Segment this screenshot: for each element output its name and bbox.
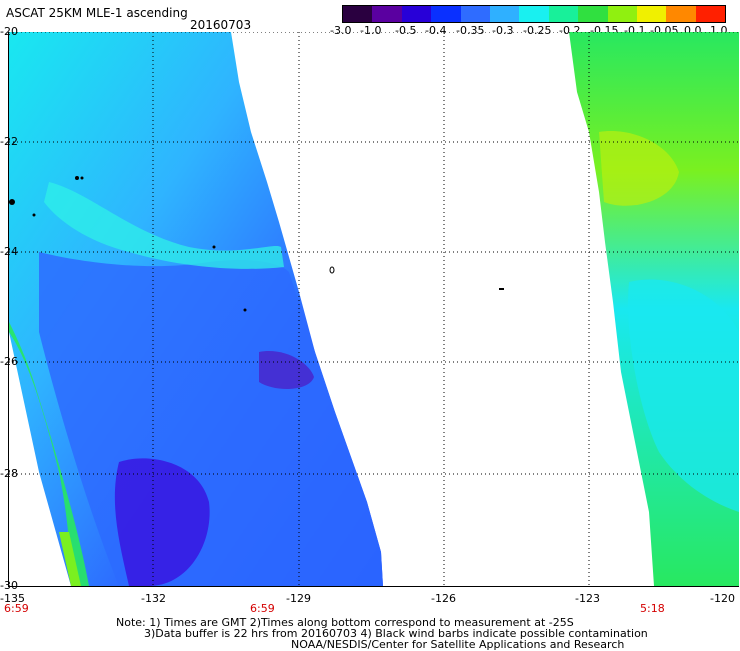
colorbar-label: -0.25 xyxy=(523,24,552,37)
swath-left-lime-edge xyxy=(59,532,81,586)
map-canvas xyxy=(9,32,739,586)
swath-right-lime-patch xyxy=(599,131,679,206)
colorbar xyxy=(342,5,726,23)
contamination-marks xyxy=(9,176,504,312)
colorbar-label: -3.0 xyxy=(330,24,352,37)
swath-left-purple-patch xyxy=(259,351,314,389)
lat-label: -26 xyxy=(0,355,18,368)
colorbar-swatch xyxy=(401,6,432,22)
time-label: 6:59 xyxy=(4,602,29,615)
lat-label: -28 xyxy=(0,467,18,480)
colorbar-swatch xyxy=(636,6,667,22)
note-line-3: NOAA/NESDIS/Center for Satellite Applica… xyxy=(291,638,625,651)
product-date: 20160703 xyxy=(190,18,252,32)
wind-map xyxy=(8,32,739,587)
colorbar-label: -0.3 xyxy=(492,24,514,37)
colorbar-swatch xyxy=(372,6,402,22)
colorbar-swatch xyxy=(578,6,608,22)
colorbar-swatch xyxy=(548,6,579,22)
lon-label: -126 xyxy=(431,592,456,605)
swath-left-cyan-streak xyxy=(44,182,284,269)
map-grid xyxy=(9,32,739,586)
swath-left-green-edge xyxy=(9,322,89,586)
colorbar-swatch xyxy=(431,6,461,22)
colorbar-label: -1.0 xyxy=(360,24,382,37)
lon-label: -135 xyxy=(0,592,25,605)
lon-label: -129 xyxy=(286,592,311,605)
lon-label: -123 xyxy=(575,592,600,605)
colorbar-swatch xyxy=(343,6,373,22)
swath-left-deep-blue-core xyxy=(114,458,210,586)
colorbar-swatch xyxy=(489,6,520,22)
colorbar-swatch xyxy=(607,6,637,22)
lat-label: -30 xyxy=(0,579,18,592)
note-line-1: Note: 1) Times are GMT 2)Times along bot… xyxy=(116,616,574,629)
time-label: 5:18 xyxy=(640,602,665,615)
lon-label: -120 xyxy=(710,592,735,605)
lat-label: -20 xyxy=(0,25,18,38)
colorbar-label: -0.35 xyxy=(456,24,485,37)
colorbar-label: -0.4 xyxy=(425,24,447,37)
swath-right-cyan-region xyxy=(628,279,739,512)
colorbar-swatch xyxy=(519,6,549,22)
time-label: 6:59 xyxy=(250,602,275,615)
lon-label: -132 xyxy=(141,592,166,605)
product-title: ASCAT 25KM MLE-1 ascending xyxy=(6,6,188,20)
lat-label: -24 xyxy=(0,245,18,258)
note-line-2: 3)Data buffer is 22 hrs from 20160703 4)… xyxy=(144,627,648,640)
colorbar-label: -0.5 xyxy=(395,24,417,37)
colorbar-swatch xyxy=(695,6,726,22)
colorbar-swatch xyxy=(460,6,490,22)
colorbar-swatch xyxy=(666,6,696,22)
lat-label: -22 xyxy=(0,135,18,148)
